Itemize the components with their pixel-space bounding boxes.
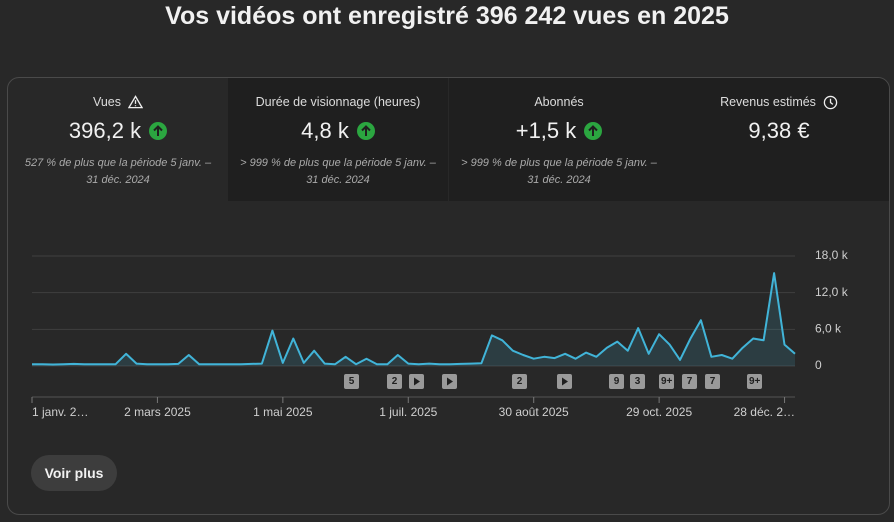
event-marker[interactable]: 9+ [659,374,675,389]
video-marker[interactable] [442,374,457,389]
metric-value: 396,2 k [68,118,142,143]
line [32,272,796,366]
event-marker[interactable]: 7 [682,374,697,389]
warning-icon [128,95,144,109]
event-marker[interactable]: 5 [344,374,359,389]
metric-label: Vues [92,95,122,109]
x-tick-label: 1 mai 2025 [253,405,313,419]
video-marker[interactable] [409,374,424,389]
up-icon [356,122,375,140]
y-tick-label: 18,0 k [815,248,849,262]
metric-comparison: 527 % de plus que la période 5 janv. – 3… [24,157,212,186]
x-tick-label: 2 mars 2025 [124,405,191,419]
event-marker[interactable]: 3 [630,374,645,389]
x-tick-label: 28 déc. 2… [734,405,795,419]
up-icon [149,122,168,140]
x-tick-label: 29 oct. 2025 [626,405,692,419]
see-more-button[interactable]: Voir plus [31,455,117,491]
y-tick-label: 0 [815,358,822,372]
metric-card[interactable]: Vues 396,2 k 527 % de plus que la périod… [8,78,228,201]
metric-card[interactable]: Revenus estimés 9,38 € [669,78,889,201]
up-icon [584,122,603,140]
event-marker[interactable]: 9+ [747,374,763,389]
metric-label: Revenus estimés [720,95,816,109]
clock-icon [823,95,838,109]
event-marker[interactable]: 2 [512,374,527,389]
event-marker[interactable]: 2 [387,374,402,389]
metric-value: 4,8 k [301,118,349,143]
metric-comparison: > 999 % de plus que la période 5 janv. –… [240,157,436,186]
video-marker[interactable] [557,374,572,389]
event-marker[interactable]: 9 [609,374,624,389]
y-tick-label: 12,0 k [815,285,849,299]
metric-card[interactable]: Abonnés +1,5 k > 999 % de plus que la pé… [449,78,669,201]
metric-value: +1,5 k [515,118,577,143]
metric-label: Abonnés [534,95,584,109]
area [32,273,795,366]
x-tick-label: 1 janv. 2… [32,405,88,419]
x-tick-label: 1 juil. 2025 [379,405,437,419]
x-tick-label: 30 août 2025 [499,405,569,419]
y-tick-label: 6,0 k [815,322,842,336]
event-marker[interactable]: 7 [705,374,720,389]
metric-value: 9,38 € [748,118,810,143]
page-title: Vos vidéos ont enregistré 396 242 vues e… [165,2,729,30]
metric-label: Durée de visionnage (heures) [255,95,421,109]
analytics-panel: Vues 396,2 k 527 % de plus que la périod… [7,77,890,515]
metric-comparison: > 999 % de plus que la période 5 janv. –… [461,157,657,186]
metric-card[interactable]: Durée de visionnage (heures) 4,8 k > 999… [228,78,448,201]
